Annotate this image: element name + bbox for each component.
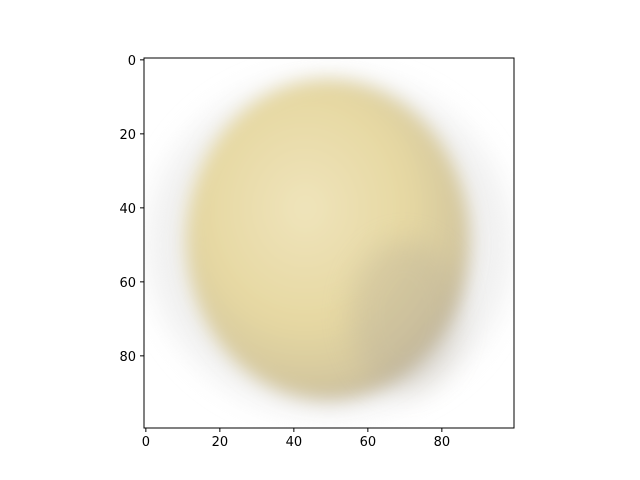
x-axis: 0 20 40 60 80 [142,428,450,450]
y-tick-label: 60 [119,276,136,291]
x-tick-label: 80 [434,435,451,450]
x-tick-label: 20 [212,435,229,450]
x-tick-label: 40 [286,435,303,450]
y-axis: 0 20 40 60 80 [119,54,144,365]
x-tick-label: 60 [360,435,377,450]
y-tick-label: 80 [119,350,136,365]
image-area [144,58,514,428]
x-tick-label: 0 [142,435,150,450]
y-tick-label: 20 [119,128,136,143]
y-tick-label: 40 [119,202,136,217]
y-tick-label: 0 [128,54,136,69]
sphere-shadow [350,240,460,390]
axes-frame [143,57,515,429]
